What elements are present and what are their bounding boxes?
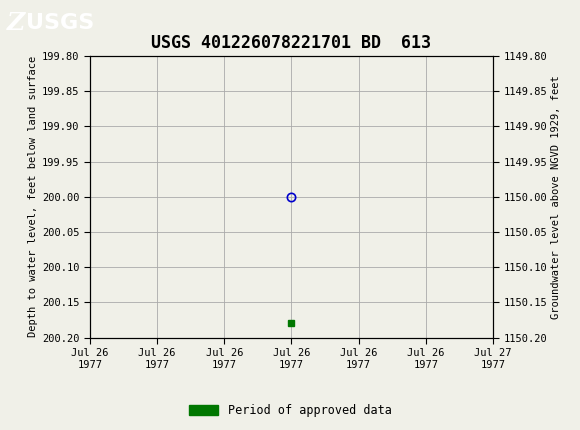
- Title: USGS 401226078221701 BD  613: USGS 401226078221701 BD 613: [151, 34, 432, 52]
- Y-axis label: Groundwater level above NGVD 1929, feet: Groundwater level above NGVD 1929, feet: [552, 75, 561, 319]
- Y-axis label: Depth to water level, feet below land surface: Depth to water level, feet below land su…: [28, 56, 38, 338]
- Legend: Period of approved data: Period of approved data: [184, 399, 396, 422]
- Text: USGS: USGS: [26, 12, 95, 33]
- Text: Z: Z: [7, 11, 25, 34]
